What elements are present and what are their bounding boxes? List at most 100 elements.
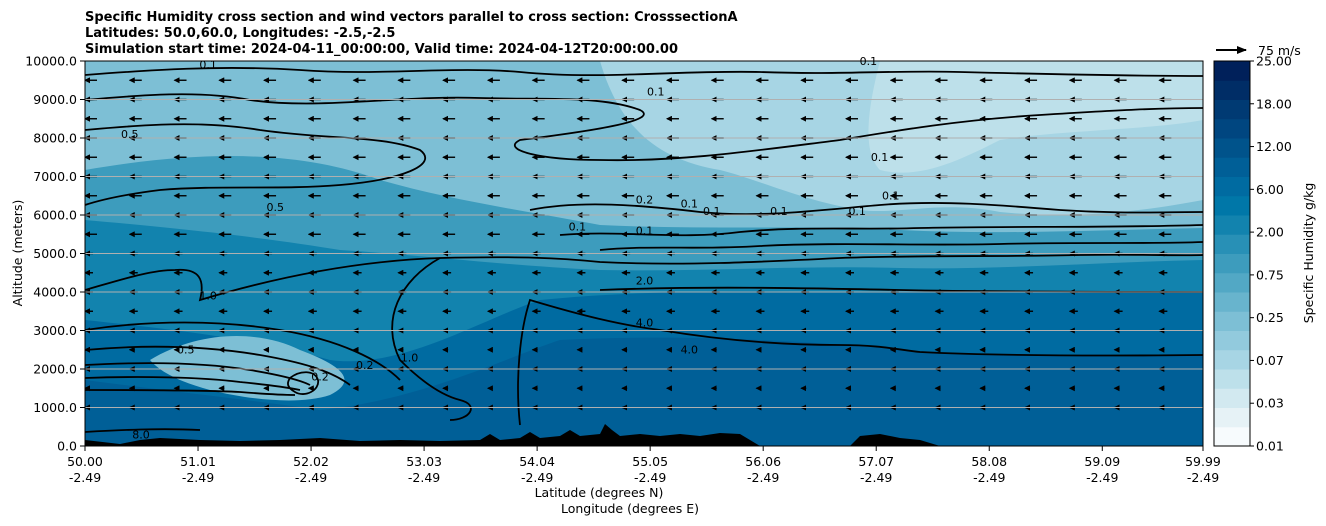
x-axis: 50.00-2.4951.01-2.4952.02-2.4953.03-2.49… — [67, 446, 1221, 485]
x-axis-label-lon: Longitude (degrees E) — [561, 501, 699, 516]
contour-4.0 — [517, 298, 1203, 426]
contour-label: 0.1 — [681, 197, 699, 210]
contour-label: 0.1 — [199, 59, 217, 72]
colorbar-swatch — [1214, 118, 1250, 139]
colorbar-swatch — [1214, 195, 1250, 216]
x-tick-label-lon: -2.49 — [521, 470, 553, 485]
colorbar-tick-label: 2.00 — [1256, 225, 1284, 240]
grid-lines — [85, 99, 1203, 408]
contour-label: 0.1 — [860, 55, 878, 68]
x-tick-label-lat: 55.05 — [632, 454, 668, 469]
colorbar-label: Specific Humidity g/kg — [1301, 183, 1316, 324]
title-line-3: Simulation start time: 2024-04-11_00:00:… — [85, 42, 678, 57]
x-tick-label-lon: -2.49 — [295, 470, 327, 485]
contour-0.1-mid3 — [599, 241, 1203, 251]
colorbar-tick-label: 6.00 — [1256, 182, 1284, 197]
colorbar-swatch — [1214, 99, 1250, 120]
x-tick-label-lat: 52.02 — [293, 454, 329, 469]
x-tick-label-lat: 57.07 — [858, 454, 894, 469]
y-tick-label: 1000.0 — [33, 400, 77, 415]
contour-label: 0.5 — [267, 201, 285, 214]
y-tick-label: 7000.0 — [33, 169, 77, 184]
contour-label: 0.2 — [636, 193, 654, 206]
colorbar-frame — [1213, 60, 1251, 447]
y-axis: 0.0 1000.0 2000.0 3000.0 4000.0 5000.0 6000.0 7… — [25, 54, 85, 454]
colorbar-tick-label: 0.07 — [1256, 353, 1284, 368]
contour-8.0 — [85, 428, 201, 433]
colorbar-swatch — [1214, 407, 1250, 428]
x-tick-label-lat: 59.99 — [1185, 454, 1221, 469]
contour-label: 0.1 — [636, 224, 654, 237]
contour-label: 0.1 — [703, 205, 721, 218]
humidity-fill-wetter — [85, 337, 1203, 446]
contour-label: 0.5 — [177, 344, 195, 357]
y-tick-label: 10000.0 — [25, 54, 77, 69]
contour-label: 1.0 — [199, 290, 217, 303]
y-tick-label: 3000.0 — [33, 323, 77, 338]
colorbar — [1214, 61, 1250, 447]
x-tick-label-lon: -2.49 — [182, 470, 214, 485]
contour-label: 0.1 — [848, 205, 866, 218]
contour-0.2-low — [85, 321, 401, 381]
colorbar-swatch — [1214, 61, 1250, 81]
colorbar-swatch — [1214, 157, 1250, 177]
contour-label: 0.1 — [882, 190, 900, 203]
contour-label: 0.5 — [121, 128, 139, 141]
colorbar-tick-label: 0.01 — [1256, 439, 1284, 454]
x-tick-label-lon: -2.49 — [747, 470, 779, 485]
x-tick-label-lat: 59.09 — [1084, 454, 1120, 469]
colorbar-swatch — [1214, 272, 1250, 293]
colorbar-tick-label: 0.25 — [1256, 310, 1284, 325]
colorbar-swatch — [1214, 369, 1250, 389]
x-tick-label-lat: 53.03 — [406, 454, 442, 469]
colorbar-swatch — [1214, 80, 1250, 100]
colorbar-tick-label: 12.00 — [1256, 139, 1292, 154]
contour-low-1 — [85, 362, 311, 386]
contour-low-2 — [85, 376, 301, 391]
chart-title: Specific Humidity cross section and wind… — [85, 10, 738, 57]
x-tick-label-lon: -2.49 — [1086, 470, 1118, 485]
title-line-1: Specific Humidity cross section and wind… — [85, 10, 738, 25]
colorbar-swatch — [1214, 234, 1250, 254]
x-tick-label-lat: 58.08 — [971, 454, 1007, 469]
x-tick-label-lat: 50.00 — [67, 454, 103, 469]
contour-low-3 — [85, 389, 296, 396]
contour-0.1-mid — [529, 202, 1203, 216]
y-tick-label: 8000.0 — [33, 131, 77, 146]
colorbar-swatch — [1214, 292, 1250, 312]
contour-0.1-top — [85, 67, 1203, 77]
colorbar-tick-label: 0.75 — [1256, 267, 1284, 282]
contour-label: 0.1 — [871, 151, 889, 164]
colorbar-swatch — [1214, 330, 1250, 351]
y-tick-label: 6000.0 — [33, 208, 77, 223]
colorbar-tick-label: 0.03 — [1256, 396, 1284, 411]
colorbar-tick-label: 18.00 — [1256, 96, 1292, 111]
contour-label: 4.0 — [681, 344, 699, 357]
colorbar-swatch — [1214, 138, 1250, 158]
colorbar-swatch — [1214, 426, 1250, 447]
colorbar-swatch — [1214, 176, 1250, 197]
x-tick-label-lon: -2.49 — [860, 470, 892, 485]
colorbar-swatch — [1214, 253, 1250, 274]
contour-label: 0.1 — [647, 86, 665, 99]
contour-label: 0.2 — [311, 371, 329, 384]
y-axis-label: Altitude (meters) — [10, 200, 25, 307]
contour-label: 8.0 — [132, 428, 150, 441]
humidity-fill-drier — [868, 61, 1203, 173]
y-tick-label: 0.0 — [57, 439, 77, 454]
contour-label: 4.0 — [636, 317, 654, 330]
x-tick-label-lon: -2.49 — [69, 470, 101, 485]
colorbar-swatch — [1214, 215, 1250, 235]
x-tick-label-lon: -2.49 — [973, 470, 1005, 485]
x-tick-label-lat: 51.01 — [180, 454, 216, 469]
x-tick-label-lat: 54.04 — [519, 454, 555, 469]
x-tick-label-lat: 56.06 — [745, 454, 781, 469]
title-line-2: Latitudes: 50.0,60.0, Longitudes: -2.5,-… — [85, 26, 395, 41]
contour-eddy — [287, 371, 319, 395]
terrain — [85, 424, 940, 446]
humidity-fill-plume — [150, 336, 345, 401]
contour-label: 2.0 — [636, 274, 654, 287]
x-tick-label-lon: -2.49 — [634, 470, 666, 485]
x-axis-label-lat: Latitude (degrees N) — [535, 485, 664, 500]
